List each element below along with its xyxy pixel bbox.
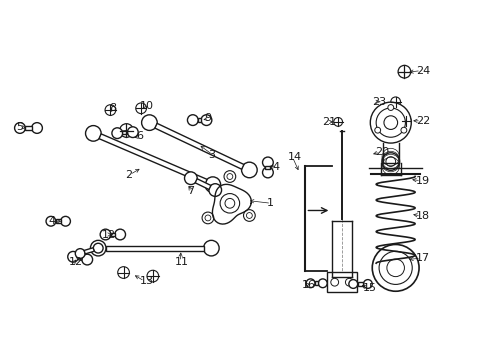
Ellipse shape (345, 278, 352, 286)
Text: 13: 13 (140, 276, 153, 286)
Ellipse shape (203, 240, 219, 256)
Ellipse shape (32, 123, 42, 133)
Polygon shape (155, 123, 244, 169)
Ellipse shape (262, 157, 273, 168)
Polygon shape (84, 248, 94, 254)
Ellipse shape (15, 123, 25, 133)
Ellipse shape (204, 177, 220, 193)
Ellipse shape (387, 105, 393, 111)
Ellipse shape (127, 127, 138, 138)
Ellipse shape (46, 216, 56, 226)
Text: 4: 4 (272, 162, 279, 172)
Ellipse shape (400, 127, 406, 133)
Ellipse shape (363, 280, 371, 288)
Ellipse shape (75, 249, 85, 258)
Text: 22: 22 (415, 116, 429, 126)
Polygon shape (99, 134, 207, 184)
Ellipse shape (61, 216, 70, 226)
Text: 1: 1 (266, 198, 273, 208)
Text: 10: 10 (140, 101, 153, 111)
Text: 12: 12 (69, 257, 83, 267)
Polygon shape (111, 233, 115, 236)
Ellipse shape (81, 254, 92, 265)
Text: 3: 3 (207, 150, 215, 160)
Text: 14: 14 (287, 152, 301, 162)
Ellipse shape (142, 115, 157, 130)
Text: 9: 9 (204, 113, 211, 123)
Ellipse shape (318, 279, 326, 288)
Text: 7: 7 (186, 186, 194, 197)
Text: 16: 16 (302, 280, 315, 290)
Text: 4: 4 (48, 216, 56, 226)
Polygon shape (78, 256, 82, 260)
Text: 2: 2 (125, 170, 132, 180)
Text: 21: 21 (322, 117, 336, 127)
Polygon shape (195, 179, 210, 189)
Ellipse shape (243, 210, 255, 221)
Ellipse shape (305, 279, 314, 288)
Ellipse shape (208, 184, 221, 196)
Text: 17: 17 (415, 253, 429, 263)
Ellipse shape (374, 127, 380, 133)
Ellipse shape (93, 243, 103, 253)
Polygon shape (357, 282, 363, 286)
Ellipse shape (187, 115, 198, 126)
Ellipse shape (371, 244, 418, 291)
Polygon shape (25, 126, 32, 130)
Ellipse shape (202, 212, 213, 224)
Ellipse shape (115, 229, 125, 240)
Text: 11: 11 (175, 257, 189, 267)
Text: 6: 6 (136, 131, 143, 141)
Polygon shape (198, 118, 201, 122)
Polygon shape (122, 131, 127, 135)
Ellipse shape (262, 167, 273, 178)
Ellipse shape (112, 128, 122, 139)
Ellipse shape (330, 278, 338, 286)
Text: 19: 19 (415, 176, 429, 186)
Text: 12: 12 (102, 230, 116, 239)
Polygon shape (314, 282, 318, 285)
Text: 24: 24 (415, 66, 429, 76)
Polygon shape (106, 246, 203, 251)
Text: 20: 20 (374, 147, 388, 157)
Ellipse shape (224, 171, 235, 183)
Ellipse shape (68, 251, 78, 262)
Text: 5: 5 (16, 122, 23, 132)
Ellipse shape (85, 126, 101, 141)
Polygon shape (327, 272, 356, 292)
Ellipse shape (348, 280, 357, 288)
Ellipse shape (184, 172, 197, 185)
Ellipse shape (90, 240, 106, 256)
Ellipse shape (241, 162, 257, 178)
Ellipse shape (369, 102, 410, 143)
Polygon shape (56, 220, 61, 223)
Text: 15: 15 (362, 283, 376, 293)
Polygon shape (265, 166, 270, 168)
Ellipse shape (201, 115, 211, 126)
Text: 18: 18 (415, 211, 429, 221)
Text: 8: 8 (109, 103, 116, 113)
Text: 23: 23 (371, 97, 386, 107)
Ellipse shape (100, 229, 111, 240)
